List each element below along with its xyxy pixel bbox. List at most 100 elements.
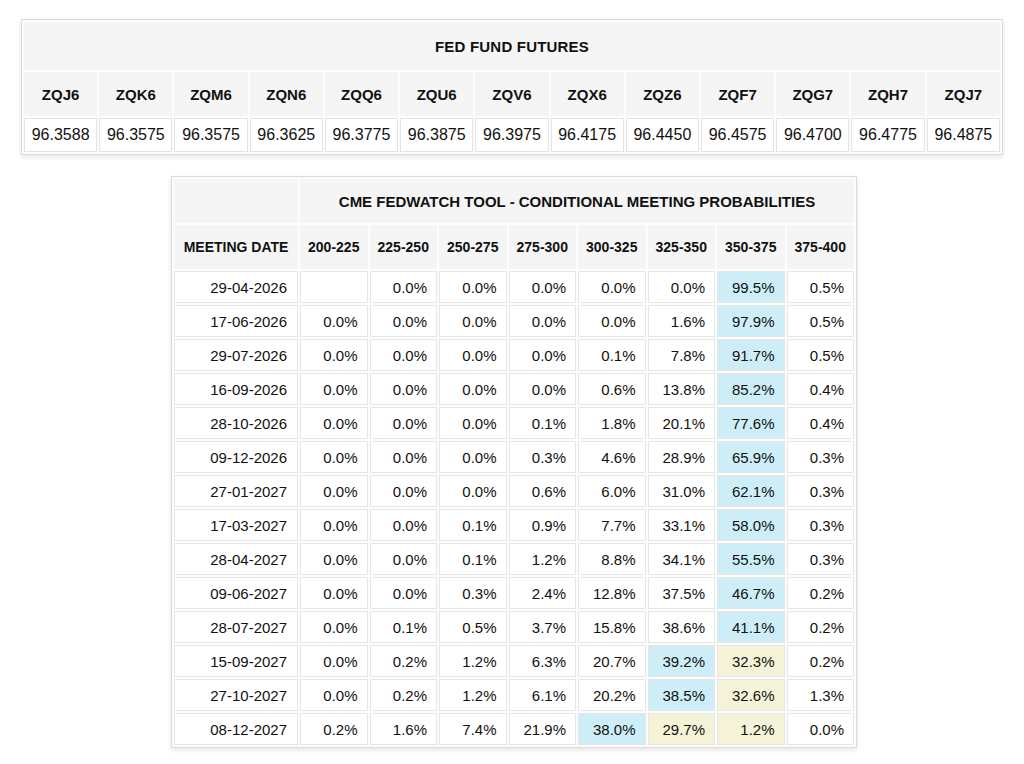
table-row: 28-04-20270.0%0.0%0.1%1.2%8.8%34.1%55.5%… [174, 543, 854, 575]
probability-cell: 0.0% [300, 305, 368, 337]
probability-cell: 99.5% [717, 271, 785, 303]
probability-cell: 7.7% [578, 509, 646, 541]
rate-range-column-header: 200-225 [300, 225, 368, 269]
rate-range-column-header: 225-250 [370, 225, 438, 269]
futures-price-cell: 96.3588 [24, 118, 97, 152]
table-row: 09-12-20260.0%0.0%0.0%0.3%4.6%28.9%65.9%… [174, 441, 854, 473]
probability-cell: 46.7% [717, 577, 785, 609]
futures-contract-header: ZQM6 [174, 72, 247, 116]
probability-cell: 0.0% [300, 509, 368, 541]
probability-cell: 77.6% [717, 407, 785, 439]
fedwatch-title-row: CME FEDWATCH TOOL - CONDITIONAL MEETING … [174, 179, 854, 223]
rate-range-column-header: 375-400 [787, 225, 855, 269]
probability-cell: 0.0% [370, 339, 438, 371]
probability-cell: 38.5% [648, 679, 716, 711]
probability-cell: 0.0% [300, 475, 368, 507]
probability-cell: 7.4% [439, 713, 507, 745]
futures-contract-header: ZQQ6 [325, 72, 398, 116]
probability-cell: 34.1% [648, 543, 716, 575]
probability-cell: 0.3% [787, 475, 855, 507]
probability-cell: 0.4% [787, 373, 855, 405]
probability-cell: 0.3% [439, 577, 507, 609]
futures-price-cell: 96.3875 [400, 118, 473, 152]
probability-cell: 0.0% [370, 509, 438, 541]
rate-range-column-header: 325-350 [648, 225, 716, 269]
futures-contract-header: ZQJ6 [24, 72, 97, 116]
probability-cell: 0.0% [509, 339, 577, 371]
probability-cell: 0.2% [370, 645, 438, 677]
probability-cell: 6.1% [509, 679, 577, 711]
probability-cell: 2.4% [509, 577, 577, 609]
probability-cell: 28.9% [648, 441, 716, 473]
probability-cell: 0.3% [787, 441, 855, 473]
probability-cell: 20.2% [578, 679, 646, 711]
fedwatch-corner-cell [174, 179, 298, 223]
table-row: 15-09-20270.0%0.2%1.2%6.3%20.7%39.2%32.3… [174, 645, 854, 677]
probability-cell: 38.6% [648, 611, 716, 643]
futures-contract-header: ZQF7 [701, 72, 774, 116]
table-row: 29-04-20260.0%0.0%0.0%0.0%0.0%99.5%0.5% [174, 271, 854, 303]
probability-cell: 0.1% [578, 339, 646, 371]
probability-cell: 15.8% [578, 611, 646, 643]
probability-cell: 0.0% [300, 577, 368, 609]
futures-price-cell: 96.3975 [475, 118, 548, 152]
futures-table-title: FED FUND FUTURES [24, 22, 1000, 70]
fedwatch-table-body: 29-04-20260.0%0.0%0.0%0.0%0.0%99.5%0.5%1… [174, 271, 854, 745]
probability-cell: 0.0% [370, 305, 438, 337]
probability-cell: 0.0% [370, 441, 438, 473]
rate-range-column-header: 250-275 [439, 225, 507, 269]
probability-cell: 20.1% [648, 407, 716, 439]
probability-cell: 1.8% [578, 407, 646, 439]
probability-cell: 62.1% [717, 475, 785, 507]
probability-cell: 33.1% [648, 509, 716, 541]
probability-cell: 91.7% [717, 339, 785, 371]
meeting-date-cell: 27-10-2027 [174, 679, 298, 711]
futures-price-cell: 96.3775 [325, 118, 398, 152]
probability-cell: 0.0% [578, 305, 646, 337]
table-row: 09-06-20270.0%0.0%0.3%2.4%12.8%37.5%46.7… [174, 577, 854, 609]
probability-cell: 0.3% [509, 441, 577, 473]
probability-cell: 32.3% [717, 645, 785, 677]
meeting-date-cell: 17-06-2026 [174, 305, 298, 337]
probability-cell: 0.3% [787, 543, 855, 575]
futures-contract-header: ZQJ7 [927, 72, 1000, 116]
probability-cell: 0.0% [439, 441, 507, 473]
probability-cell: 0.0% [439, 305, 507, 337]
probability-cell: 3.7% [509, 611, 577, 643]
table-row: 17-03-20270.0%0.0%0.1%0.9%7.7%33.1%58.0%… [174, 509, 854, 541]
probability-cell: 0.1% [370, 611, 438, 643]
table-row: 29-07-20260.0%0.0%0.0%0.0%0.1%7.8%91.7%0… [174, 339, 854, 371]
fedwatch-table-title: CME FEDWATCH TOOL - CONDITIONAL MEETING … [300, 179, 854, 223]
probability-cell: 0.2% [370, 679, 438, 711]
probability-cell: 0.0% [300, 373, 368, 405]
probability-cell: 0.0% [509, 305, 577, 337]
probability-cell: 1.6% [648, 305, 716, 337]
futures-contract-header: ZQN6 [250, 72, 323, 116]
probability-cell: 97.9% [717, 305, 785, 337]
futures-header-row: ZQJ6ZQK6ZQM6ZQN6ZQQ6ZQU6ZQV6ZQX6ZQZ6ZQF7… [24, 72, 1000, 116]
probability-cell: 0.6% [578, 373, 646, 405]
probability-cell: 31.0% [648, 475, 716, 507]
probability-cell: 29.7% [648, 713, 716, 745]
probability-cell: 58.0% [717, 509, 785, 541]
futures-contract-header: ZQU6 [400, 72, 473, 116]
probability-cell: 6.3% [509, 645, 577, 677]
probability-cell: 0.0% [300, 407, 368, 439]
meeting-date-cell: 09-12-2026 [174, 441, 298, 473]
probability-cell: 38.0% [578, 713, 646, 745]
probability-cell: 32.6% [717, 679, 785, 711]
probability-cell: 0.0% [787, 713, 855, 745]
probability-cell: 0.0% [300, 645, 368, 677]
rate-range-column-header: 300-325 [578, 225, 646, 269]
futures-price-cell: 96.3575 [99, 118, 172, 152]
futures-price-cell: 96.3625 [250, 118, 323, 152]
futures-contract-header: ZQK6 [99, 72, 172, 116]
futures-contract-header: ZQG7 [776, 72, 849, 116]
probability-cell: 0.9% [509, 509, 577, 541]
probability-cell: 0.0% [300, 441, 368, 473]
probability-cell: 39.2% [648, 645, 716, 677]
futures-contract-header: ZQX6 [551, 72, 624, 116]
probability-cell: 0.0% [578, 271, 646, 303]
table-row: 27-10-20270.0%0.2%1.2%6.1%20.2%38.5%32.6… [174, 679, 854, 711]
probability-cell: 0.0% [370, 271, 438, 303]
